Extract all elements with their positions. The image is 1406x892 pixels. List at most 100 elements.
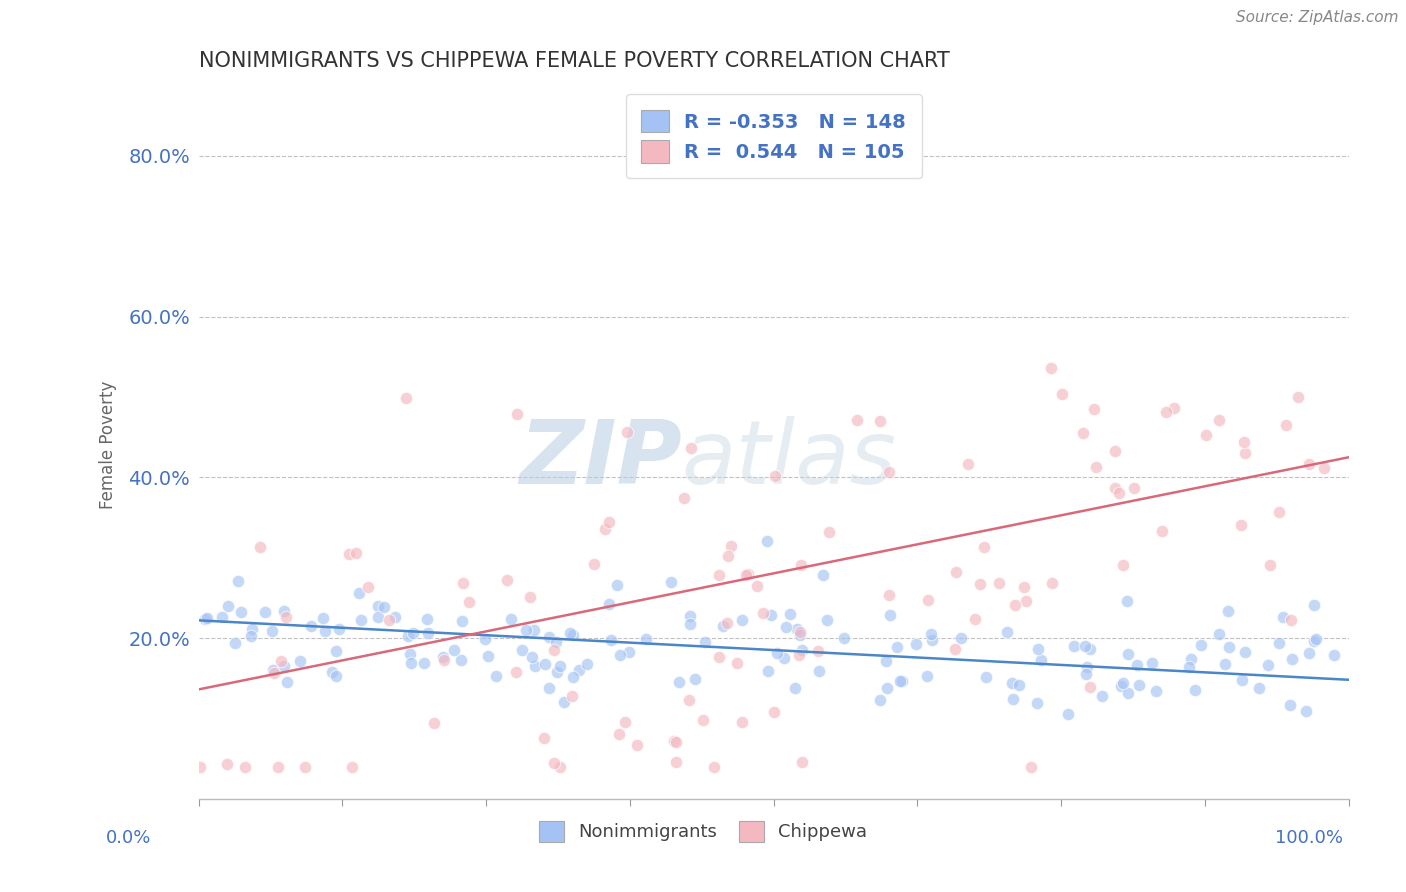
Point (1303, 599, 1326, 613)
Point (693, 635, 716, 649)
Point (752, 607, 775, 621)
Text: Source: ZipAtlas.com: Source: ZipAtlas.com (1236, 11, 1399, 25)
Point (367, 610, 389, 624)
Point (1177, 660, 1199, 674)
Point (344, 545, 367, 559)
Point (553, 695, 575, 709)
Point (1152, 524, 1174, 538)
Point (510, 643, 533, 657)
Point (418, 626, 440, 640)
Point (546, 635, 568, 649)
Point (1015, 593, 1038, 607)
Point (340, 759, 363, 773)
Point (1074, 666, 1097, 681)
Point (1268, 505, 1291, 519)
Point (1116, 594, 1139, 608)
Point (720, 539, 742, 553)
Point (537, 630, 560, 644)
Point (811, 567, 834, 582)
Point (262, 664, 284, 678)
Point (1078, 642, 1101, 657)
Point (1281, 613, 1303, 627)
Point (609, 648, 631, 663)
Point (1258, 558, 1281, 572)
Point (717, 549, 740, 563)
Point (879, 607, 901, 622)
Point (273, 604, 295, 618)
Point (260, 624, 283, 638)
Point (1163, 401, 1185, 415)
Point (949, 631, 972, 645)
Point (665, 735, 688, 749)
Point (756, 664, 779, 678)
Point (747, 579, 769, 593)
Point (963, 612, 986, 626)
Point (311, 611, 333, 625)
Point (523, 658, 546, 673)
Point (1002, 691, 1025, 706)
Point (402, 626, 425, 640)
Point (290, 654, 312, 668)
Point (1019, 759, 1042, 773)
Point (543, 756, 565, 770)
Text: NONIMMIGRANTS VS CHIPPEWA FEMALE POVERTY CORRELATION CHART: NONIMMIGRANTS VS CHIPPEWA FEMALE POVERTY… (198, 51, 949, 70)
Point (396, 629, 419, 643)
Point (609, 727, 631, 741)
Point (399, 656, 422, 670)
Point (195, 611, 218, 625)
Point (1233, 446, 1256, 460)
Point (668, 675, 690, 690)
Point (1074, 639, 1097, 653)
Point (188, 759, 211, 773)
Point (568, 663, 591, 677)
Point (337, 547, 360, 561)
Point (450, 653, 472, 667)
Point (395, 391, 418, 405)
Point (433, 653, 456, 667)
Text: 0.0%: 0.0% (105, 829, 150, 847)
Point (1184, 683, 1206, 698)
Point (1274, 417, 1296, 432)
Point (350, 613, 373, 627)
Point (1004, 598, 1026, 612)
Point (1281, 652, 1303, 666)
Point (367, 599, 389, 613)
Point (703, 759, 725, 773)
Point (1323, 648, 1346, 662)
Point (1063, 639, 1085, 653)
Point (1104, 444, 1126, 458)
Point (450, 615, 472, 629)
Point (276, 674, 298, 689)
Point (593, 522, 616, 536)
Point (886, 640, 908, 655)
Point (1076, 660, 1098, 674)
Point (846, 413, 869, 427)
Point (575, 657, 598, 671)
Point (716, 616, 738, 631)
Point (789, 558, 811, 572)
Point (1001, 675, 1024, 690)
Point (945, 566, 967, 580)
Point (1084, 459, 1107, 474)
Point (1247, 681, 1270, 695)
Point (755, 533, 778, 548)
Point (273, 659, 295, 673)
Point (378, 613, 401, 627)
Point (1128, 678, 1150, 692)
Point (786, 622, 808, 636)
Point (789, 624, 811, 639)
Point (1112, 558, 1135, 572)
Point (1071, 425, 1094, 440)
Point (1298, 458, 1320, 472)
Point (1208, 413, 1230, 427)
Point (384, 609, 406, 624)
Point (807, 664, 830, 678)
Point (217, 599, 239, 614)
Point (325, 669, 347, 683)
Point (969, 577, 991, 591)
Point (239, 630, 262, 644)
Point (1112, 676, 1135, 690)
Point (679, 442, 702, 456)
Point (762, 705, 785, 719)
Legend: Nonimmigrants, Chippewa: Nonimmigrants, Chippewa (531, 814, 875, 849)
